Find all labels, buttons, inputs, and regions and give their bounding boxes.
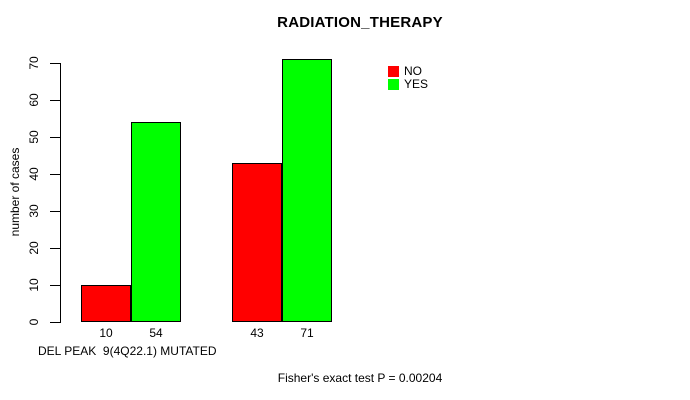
bar-yes-group1 — [131, 122, 181, 322]
y-tick — [50, 63, 60, 64]
legend-label: YES — [404, 77, 429, 91]
legend: NO YES — [388, 65, 428, 91]
y-tick-label: 20 — [27, 241, 41, 255]
y-tick — [50, 174, 60, 175]
y-tick-label: 70 — [27, 56, 41, 70]
bar-no-group1 — [81, 285, 131, 322]
y-tick — [50, 211, 60, 212]
legend-swatch-no — [388, 65, 399, 77]
y-tick-label: 30 — [27, 204, 41, 218]
fisher-test-annotation: Fisher's exact test P = 0.00204 — [277, 371, 443, 385]
legend-entry-no: NO — [388, 65, 428, 77]
y-tick-label: 50 — [27, 130, 41, 144]
bar-value-label: 71 — [300, 326, 314, 340]
legend-label: NO — [404, 64, 422, 78]
legend-entry-yes: YES — [388, 78, 428, 90]
y-tick-label: 60 — [27, 93, 41, 107]
y-tick — [50, 248, 60, 249]
legend-swatch-yes — [388, 78, 399, 90]
y-axis-label: number of cases — [8, 147, 22, 237]
bar-yes-group2 — [282, 59, 332, 322]
bar-no-group2 — [232, 163, 282, 322]
bar-value-label: 43 — [250, 326, 264, 340]
y-tick-label: 10 — [27, 278, 41, 292]
y-tick — [50, 137, 60, 138]
y-tick — [50, 285, 60, 286]
bar-value-label: 54 — [149, 326, 163, 340]
bar-value-label: 10 — [99, 326, 113, 340]
y-tick-label: 40 — [27, 167, 41, 181]
chart-title: RADIATION_THERAPY — [277, 14, 443, 31]
y-axis-line — [60, 63, 61, 323]
y-tick — [50, 100, 60, 101]
y-tick — [50, 322, 60, 323]
x-axis-label: DEL PEAK 9(4Q22.1) MUTATED — [38, 344, 217, 358]
y-tick-label: 0 — [27, 318, 41, 326]
